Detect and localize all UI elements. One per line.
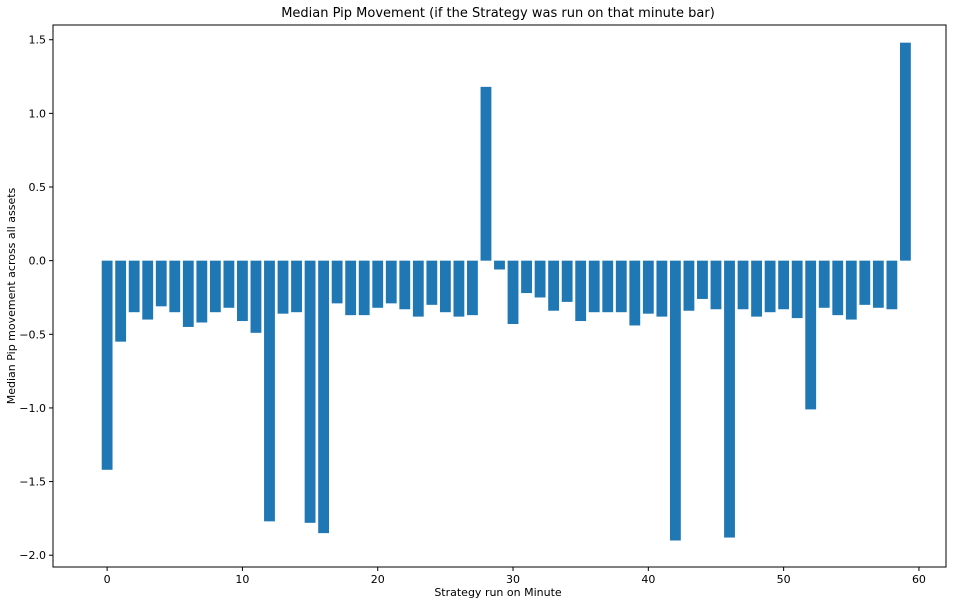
- bar-minute-27: [467, 260, 478, 316]
- bar-minute-0: [101, 260, 113, 470]
- bar-minute-58: [886, 260, 898, 310]
- bar-minute-43: [683, 260, 695, 311]
- x-tick-label: 20: [371, 573, 385, 586]
- x-tick-label: 10: [235, 573, 249, 586]
- x-tick-label: 50: [777, 573, 791, 586]
- bar-minute-30: [507, 260, 519, 324]
- bar-minute-45: [710, 260, 722, 310]
- bar-minute-8: [209, 260, 221, 313]
- bar-minute-19: [358, 260, 370, 316]
- bar-minute-15: [304, 260, 316, 523]
- bar-minute-18: [345, 260, 357, 316]
- bar-minute-38: [615, 260, 627, 313]
- y-tick-label: 0.5: [29, 181, 47, 194]
- bar-minute-42: [669, 260, 681, 541]
- chart-title: Median Pip Movement (if the Strategy was…: [281, 6, 715, 21]
- y-tick-label: −2.0: [19, 549, 46, 562]
- bar-minute-6: [182, 260, 194, 327]
- bar-minute-10: [237, 260, 248, 322]
- x-axis-label: Strategy run on Minute: [434, 586, 562, 599]
- bar-minute-44: [697, 260, 708, 299]
- x-tick-label: 30: [506, 573, 520, 586]
- y-axis-label: Median Pip movement across all assets: [5, 187, 18, 404]
- plot-frame: [52, 24, 947, 568]
- bar-minute-55: [845, 260, 857, 320]
- bar-minute-35: [575, 260, 587, 322]
- bar-minute-4: [155, 260, 167, 307]
- bar-minute-29: [494, 260, 505, 270]
- bar-minute-28: [480, 86, 492, 261]
- bar-minute-52: [805, 260, 817, 410]
- bar-minute-33: [548, 260, 560, 311]
- bar-minute-39: [629, 260, 641, 326]
- y-tick-label: 1.5: [29, 34, 47, 47]
- bar-minute-24: [426, 260, 438, 305]
- bar-minute-59: [899, 42, 911, 261]
- bar-minute-57: [872, 260, 884, 308]
- bar-minute-31: [521, 260, 532, 294]
- bar-minute-17: [331, 260, 343, 304]
- y-axis: −2.0 −1.5 −1.0 −0.5 0.0 0.5 1.0 1.5: [19, 34, 53, 562]
- y-tick-label: 0.0: [29, 255, 47, 268]
- x-tick-label: 40: [641, 573, 655, 586]
- bar-minute-12: [264, 260, 275, 522]
- bars-group: [101, 42, 911, 541]
- bar-minute-3: [142, 260, 154, 320]
- y-tick-label: 1.0: [29, 107, 47, 120]
- bar-minute-53: [818, 260, 830, 308]
- bar-minute-25: [439, 260, 451, 313]
- x-tick-label: 0: [104, 573, 111, 586]
- bar-minute-47: [737, 260, 749, 310]
- bar-minute-26: [453, 260, 465, 317]
- bar-minute-11: [250, 260, 262, 333]
- bar-minute-36: [588, 260, 600, 313]
- y-tick-label: −0.5: [19, 328, 46, 341]
- x-tick-label: 60: [912, 573, 926, 586]
- bar-minute-2: [128, 260, 140, 313]
- bar-minute-34: [561, 260, 573, 302]
- x-axis: 0 10 20 30 40 50 60: [104, 567, 926, 586]
- bar-minute-23: [412, 260, 424, 317]
- y-tick-label: −1.0: [19, 402, 46, 415]
- bar-minute-50: [778, 260, 790, 310]
- bar-minute-14: [291, 260, 302, 313]
- bar-minute-37: [602, 260, 614, 313]
- bar-minute-21: [385, 260, 397, 304]
- bar-minute-49: [764, 260, 776, 313]
- bar-minute-16: [318, 260, 330, 534]
- bar-minute-1: [115, 260, 127, 342]
- bar-minute-40: [642, 260, 654, 314]
- bar-minute-51: [791, 260, 803, 319]
- y-tick-label: −1.5: [19, 476, 46, 489]
- bar-minute-5: [169, 260, 181, 313]
- bar-minute-9: [223, 260, 235, 308]
- bar-minute-41: [656, 260, 668, 317]
- bar-minute-13: [277, 260, 289, 314]
- bar-minute-20: [372, 260, 384, 308]
- bar-minute-56: [859, 260, 871, 305]
- bar-minute-7: [196, 260, 208, 323]
- bar-minute-22: [399, 260, 411, 310]
- bar-minute-48: [751, 260, 762, 317]
- bar-minute-32: [534, 260, 546, 298]
- bar-minute-54: [832, 260, 844, 316]
- bar-minute-46: [724, 260, 735, 538]
